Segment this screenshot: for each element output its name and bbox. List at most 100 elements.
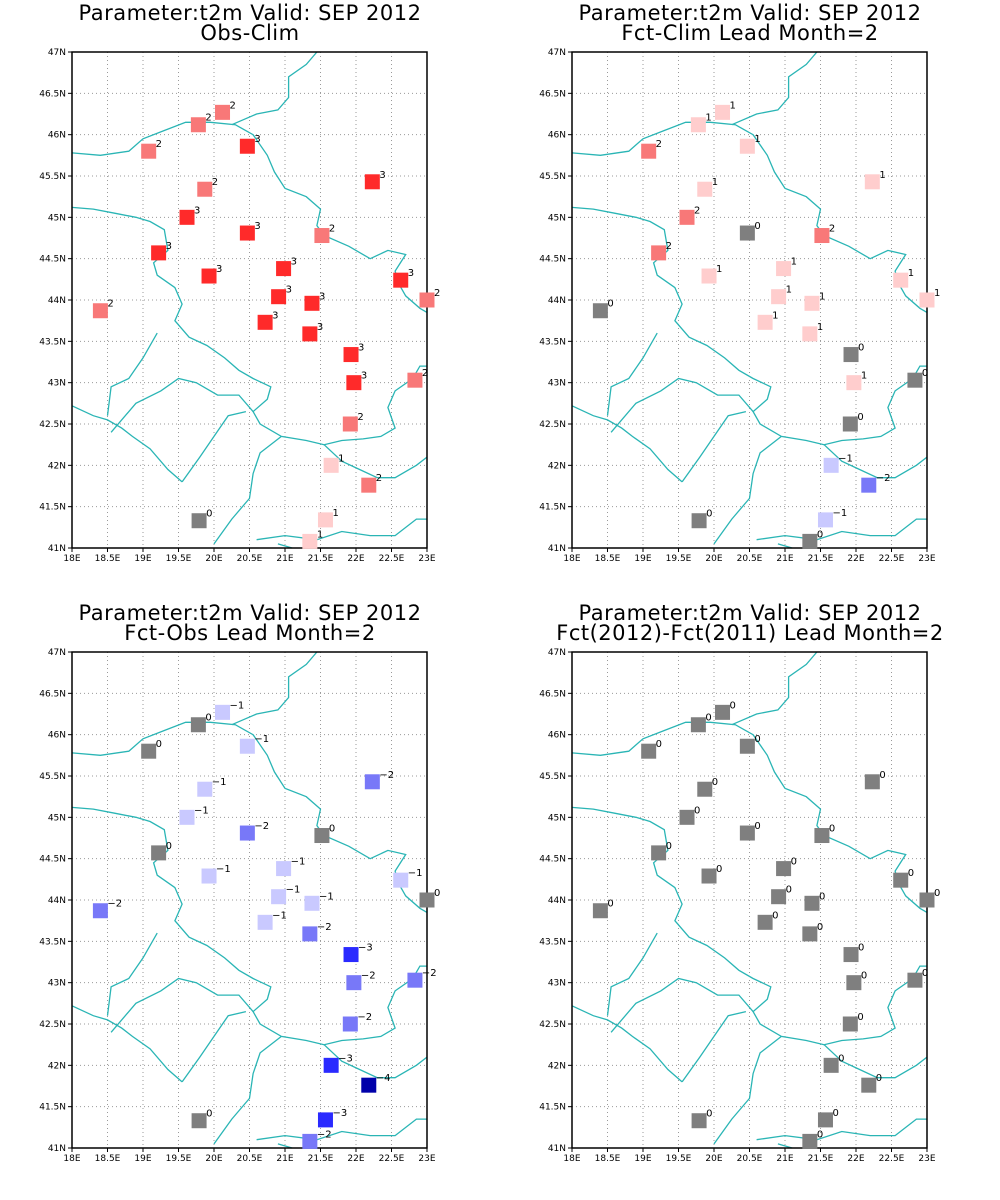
station-value-label: 0	[908, 868, 914, 879]
station-marker	[592, 303, 608, 319]
station-marker	[302, 533, 318, 549]
station-value-label: 2	[829, 224, 835, 235]
y-tick-label: 41N	[548, 1144, 566, 1154]
map-panel-fct-clim: Parameter:t2m Valid: SEP 2012 Fct-Clim L…	[500, 0, 1000, 600]
station-marker	[715, 104, 731, 120]
border-line	[823, 1044, 928, 1079]
station-marker	[919, 292, 935, 308]
y-tick-label: 47N	[48, 48, 66, 58]
map-plot: 18E 18.5E 19E 19.5E 20E 20.5E 21E 21.5E 22E 22.5E…	[39, 48, 440, 564]
station-marker	[141, 143, 157, 159]
border-line	[231, 51, 318, 126]
y-tick-label: 43N	[48, 979, 66, 989]
x-tick-label: 20E	[205, 1154, 222, 1164]
station-value-label: 1	[317, 529, 323, 540]
border-line	[823, 444, 928, 479]
station-value-label: −3	[338, 1053, 353, 1064]
station-marker	[317, 512, 333, 528]
border-line	[571, 721, 928, 913]
x-tick-label: 22.5E	[879, 554, 905, 564]
border-line	[713, 1035, 782, 1145]
station-value-label: 0	[156, 739, 162, 750]
x-tick-label: 19E	[634, 1154, 651, 1164]
x-tick-label: 20E	[205, 554, 222, 564]
station-value-label: −2	[876, 473, 891, 484]
station-marker	[361, 1077, 377, 1093]
station-value-label: 3	[254, 221, 260, 232]
x-tick-label: 23E	[418, 554, 435, 564]
station-value-label: 0	[876, 1073, 882, 1084]
border-line	[610, 377, 754, 433]
y-tick-label: 42.5N	[539, 420, 566, 430]
station-marker	[342, 1016, 358, 1032]
y-tick-label: 46.5N	[39, 89, 66, 99]
y-tick-label: 42N	[48, 1061, 66, 1071]
station-value-label: −2	[107, 899, 122, 910]
station-marker	[739, 225, 755, 241]
station-value-label: −1	[408, 868, 423, 879]
x-tick-label: 21E	[276, 1154, 293, 1164]
x-tick-label: 19.5E	[166, 554, 192, 564]
y-tick-label: 43.5N	[39, 337, 66, 347]
x-tick-label: 22E	[347, 1154, 364, 1164]
station-marker	[393, 272, 409, 288]
border-line	[71, 206, 427, 446]
station-marker	[804, 895, 820, 911]
x-tick-label: 20E	[705, 1154, 722, 1164]
border-line	[71, 806, 427, 1046]
station-value-label: 3	[286, 285, 292, 296]
y-tick-label: 47N	[48, 648, 66, 658]
station-value-label: 0	[861, 971, 867, 982]
station-value-label: 3	[166, 241, 172, 252]
station-marker	[907, 372, 923, 388]
station-marker	[771, 889, 787, 905]
station-value-label: −1	[838, 453, 853, 464]
station-marker	[776, 261, 792, 277]
station-value-label: 0	[329, 824, 335, 835]
station-value-label: 2	[666, 241, 672, 252]
station-marker	[197, 181, 213, 197]
station-value-label: 0	[656, 739, 662, 750]
station-value-label: 2	[205, 113, 211, 124]
station-marker	[239, 825, 255, 841]
station-marker	[323, 457, 339, 473]
x-tick-label: 19.5E	[666, 1154, 692, 1164]
station-marker	[407, 372, 423, 388]
y-tick-label: 42.5N	[39, 420, 66, 430]
x-tick-label: 18E	[563, 1154, 580, 1164]
y-tick-label: 46N	[548, 131, 566, 141]
station-marker	[802, 1133, 818, 1149]
station-value-label: 0	[786, 885, 792, 896]
station-value-label: 3	[358, 343, 364, 354]
station-value-label: 1	[332, 508, 338, 519]
border-line	[731, 51, 818, 126]
border-line	[731, 651, 818, 726]
map-panel-fct-diff: Parameter:t2m Valid: SEP 2012 Fct(2012)-…	[500, 600, 1000, 1200]
y-tick-label: 41.5N	[539, 503, 566, 513]
map-plot: 18E 18.5E 19E 19.5E 20E 20.5E 21E 21.5E 22E 22.5E…	[539, 48, 940, 564]
station-value-label: 1	[730, 100, 736, 111]
station-marker	[92, 903, 108, 919]
station-marker	[407, 972, 423, 988]
station-marker	[257, 314, 273, 330]
station-value-label: 2	[212, 177, 218, 188]
border-line	[571, 121, 928, 313]
panel-subtitle: Fct-Obs Lead Month=2	[124, 621, 376, 645]
map-plot: 18E 18.5E 19E 19.5E 20E 20.5E 21E 21.5E 22E 22.5E…	[39, 648, 440, 1164]
map-plot: 18E 18.5E 19E 19.5E 20E 20.5E 21E 21.5E 22E 22.5E…	[539, 648, 940, 1164]
station-value-label: −4	[376, 1073, 391, 1084]
y-tick-label: 44N	[48, 296, 66, 306]
x-tick-label: 22E	[847, 1154, 864, 1164]
station-marker	[802, 533, 818, 549]
station-marker	[861, 477, 877, 493]
map-panel-obs-clim: Parameter:t2m Valid: SEP 2012 Obs-Clim 1…	[0, 0, 500, 600]
x-tick-label: 18.5E	[95, 554, 121, 564]
x-tick-label: 19.5E	[166, 1154, 192, 1164]
station-marker	[92, 303, 108, 319]
border-line	[181, 410, 247, 483]
station-marker	[697, 781, 713, 797]
station-value-label: 1	[786, 285, 792, 296]
station-value-label: −1	[272, 910, 287, 921]
border-line	[71, 721, 428, 913]
station-marker	[271, 889, 287, 905]
